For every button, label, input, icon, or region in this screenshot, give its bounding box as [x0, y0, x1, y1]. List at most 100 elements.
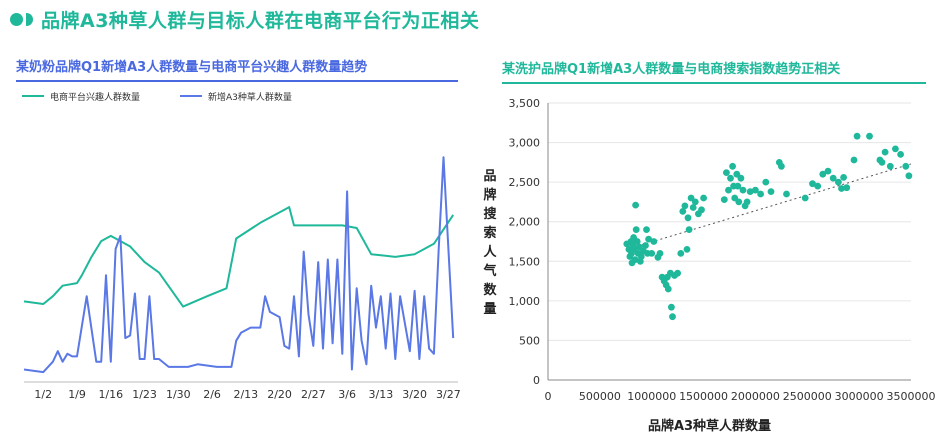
line-chart-x-tick-label: 3/13: [368, 388, 393, 401]
scatter-chart-title-rule: [502, 82, 926, 84]
scatter-point: [886, 162, 894, 170]
scatter-point: [892, 145, 899, 153]
scatter-x-axis-title: 品牌A3种草人群数量: [648, 418, 771, 434]
scatter-point: [725, 186, 732, 194]
scatter-y-tick-label: 2,000: [509, 216, 541, 229]
scatter-x-tick-label: 2000000: [731, 390, 780, 403]
scatter-point: [664, 285, 672, 293]
scatter-x-tick-label: 1000000: [627, 390, 676, 403]
scatter-point: [737, 174, 745, 182]
scatter-point: [643, 226, 650, 234]
scatter-y-tick-label: 3,000: [509, 137, 541, 150]
scatter-point: [689, 204, 697, 211]
scatter-y-tick-label: 1,000: [509, 295, 541, 308]
scatter-y-tick-label: 3,500: [509, 97, 541, 110]
page-title: 品牌A3种草人群与目标人群在电商平台行为正相关: [41, 9, 480, 32]
scatter-x-tick-label: 0: [545, 390, 552, 403]
scatter-point: [734, 182, 742, 190]
line-chart-x-tick-label: 3/6: [338, 388, 356, 401]
scatter-point: [897, 151, 904, 158]
scatter-point: [902, 162, 910, 170]
scatter-point: [698, 206, 705, 214]
scatter-point: [835, 178, 842, 186]
scatter-point: [824, 167, 832, 175]
scatter-point: [684, 214, 692, 222]
line-chart-title: 某奶粉品牌Q1新增A3人群数量与电商平台兴趣人群数量趋势: [16, 60, 368, 75]
line-chart-title-rule: [16, 80, 458, 82]
scatter-point: [727, 174, 734, 182]
scatter-point: [743, 198, 751, 206]
scatter-y-tick-label: 1,500: [509, 255, 541, 268]
legend-label-1: 新增A3种草人群数量: [208, 91, 292, 103]
scatter-point: [752, 186, 759, 194]
line-chart-x-tick-label: 1/30: [166, 388, 191, 401]
scatter-point: [656, 250, 664, 257]
scatter-x-tick-label: 3500000: [887, 390, 936, 403]
line-chart-x-tick-label: 2/27: [301, 388, 326, 401]
scatter-point: [735, 198, 743, 206]
scatter-point: [729, 162, 736, 170]
header-dots-icon: [10, 12, 33, 26]
scatter-point: [881, 148, 889, 156]
line-chart-x-tick-label: 3/27: [436, 388, 461, 401]
scatter-point: [767, 188, 775, 196]
scatter-y-tick-label: 0: [533, 374, 540, 387]
scatter-x-tick-label: 1500000: [679, 390, 728, 403]
legend-label-0: 电商平台兴趣人群数量: [50, 91, 140, 103]
line-chart-x-tick-label: 1/9: [68, 388, 86, 401]
scatter-point: [739, 186, 747, 194]
scatter-point: [700, 194, 707, 202]
scatter-point: [645, 235, 652, 243]
scatter-point: [853, 132, 861, 140]
scatter-y-tick-label: 2,500: [509, 176, 541, 189]
scatter-chart-title: 某洗护品牌Q1新增A3人群数量与电商搜索指数趋势正相关: [502, 62, 841, 77]
scatter-point: [778, 162, 785, 170]
scatter-point: [650, 238, 658, 245]
scatter-x-tick-label: 2500000: [783, 390, 832, 403]
scatter-point: [632, 226, 640, 234]
line-chart-x-tick-label: 1/23: [132, 388, 157, 401]
scatter-point: [669, 313, 676, 321]
scatter-point: [757, 190, 764, 198]
scatter-trendline: [626, 163, 912, 250]
line-chart-x-tick-label: 3/20: [402, 388, 427, 401]
scatter-point: [819, 170, 827, 178]
scatter-point: [681, 202, 689, 210]
scatter-point: [633, 238, 641, 245]
scatter-x-tick-label: 500000: [579, 390, 621, 403]
scatter-point: [631, 256, 639, 264]
scatter-point: [801, 194, 809, 202]
scatter-point: [829, 174, 837, 182]
scatter-point: [685, 226, 693, 234]
scatter-point: [723, 169, 730, 177]
scatter-point: [905, 172, 913, 180]
scatter-point: [762, 178, 770, 186]
scatter-x-tick-label: 3000000: [835, 390, 884, 403]
scatter-point: [648, 250, 656, 257]
scatter-point: [838, 185, 845, 192]
scatter-point: [691, 198, 699, 206]
scatter-point: [866, 132, 873, 140]
scatter-point: [814, 182, 822, 190]
scatter-point: [720, 196, 728, 204]
scatter-point: [783, 190, 790, 198]
line-chart-x-tick-label: 1/2: [34, 388, 52, 401]
scatter-point: [850, 156, 858, 164]
scatter-point: [674, 269, 681, 277]
scatter-point: [809, 180, 816, 188]
line-chart-x-tick-label: 2/20: [267, 388, 292, 401]
scatter-point: [668, 303, 675, 311]
series-line-1: [23, 156, 455, 374]
scatter-point: [683, 246, 691, 253]
scatter-y-tick-label: 500: [519, 334, 540, 347]
scatter-point: [843, 184, 851, 192]
scatter-y-axis-title: 品牌搜索人气数量: [483, 169, 497, 317]
line-chart-x-tick-label: 1/16: [98, 388, 123, 401]
scatter-point: [632, 201, 639, 209]
header: 品牌A3种草人群与目标人群在电商平台行为正相关: [10, 6, 479, 32]
scatter-point: [642, 242, 649, 249]
line-chart-x-tick-label: 2/13: [233, 388, 258, 401]
scatter-point: [677, 250, 685, 257]
